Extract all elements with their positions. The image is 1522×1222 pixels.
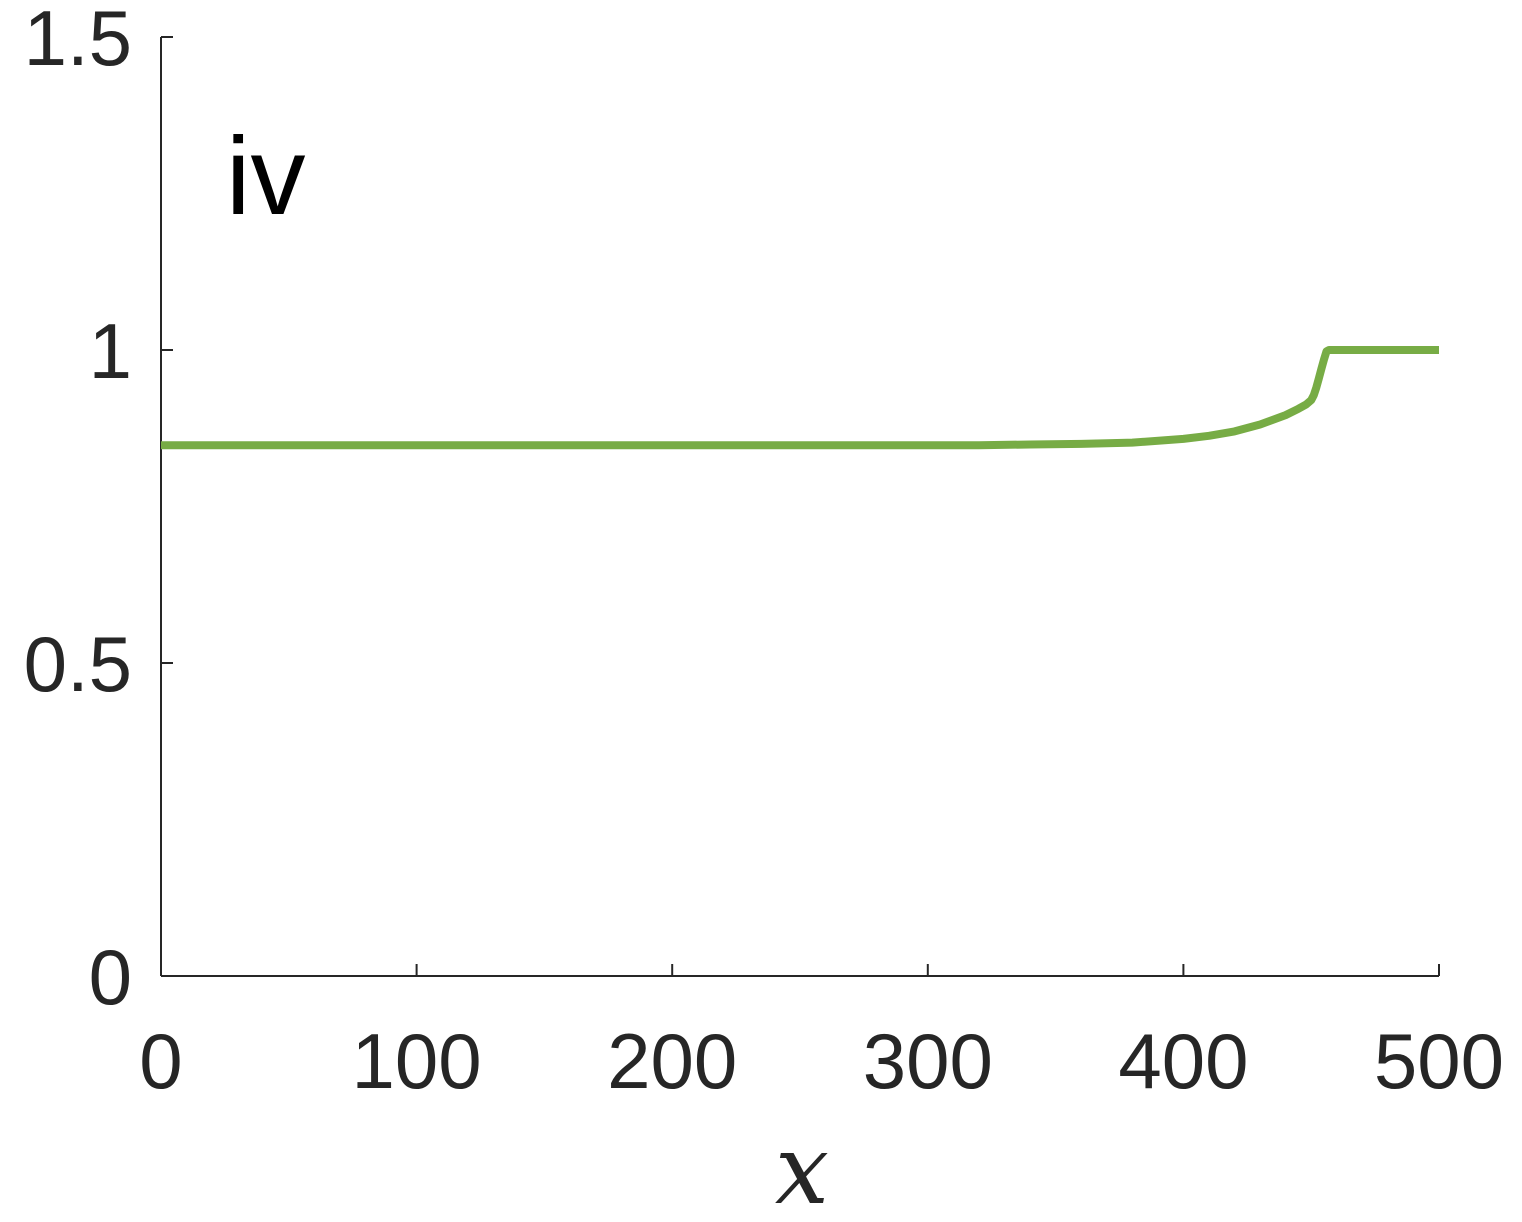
x-ticks: 0 100 200 300 400 500: [139, 964, 1504, 1105]
series-line-0: [161, 346, 1439, 450]
y-tick-label: 1: [89, 307, 132, 395]
x-tick-label: 400: [1118, 1017, 1248, 1105]
y-ticks: 0 0.5 1 1.5: [24, 0, 173, 1021]
panel-label: iv: [226, 115, 305, 238]
y-tick-label: 0: [89, 933, 132, 1021]
y-tick-label: 0.5: [24, 620, 132, 708]
x-axis-title: x: [775, 1114, 829, 1222]
axes: [160, 37, 1439, 977]
x-tick-label: 500: [1374, 1017, 1504, 1105]
x-tick-label: 100: [352, 1017, 482, 1105]
x-tick-label: 200: [607, 1017, 737, 1105]
x-tick-label: 0: [139, 1017, 182, 1105]
x-tick-label: 300: [863, 1017, 993, 1105]
y-tick-label: 1.5: [24, 0, 132, 82]
series-layer: [161, 346, 1439, 450]
